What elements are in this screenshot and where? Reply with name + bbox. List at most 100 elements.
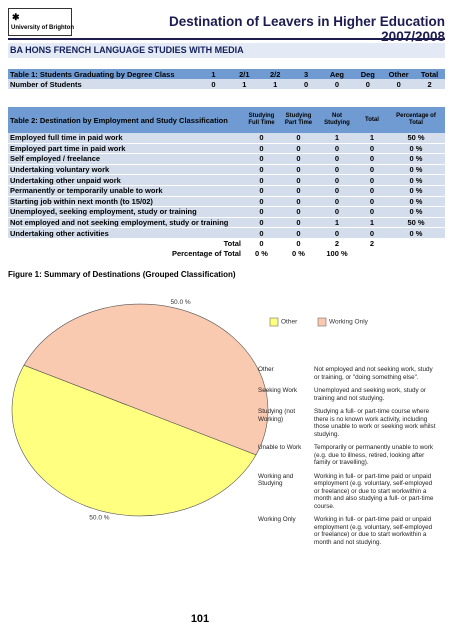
cell: Undertaking voluntary work — [8, 164, 243, 176]
cell: 0 — [280, 206, 317, 218]
legend-label: Other — [281, 319, 298, 326]
value-label: 50.0 % — [170, 299, 190, 306]
definition-text: Not employed and not seeking work, study… — [314, 366, 433, 381]
definition: Working Only Working in full- or part-tim… — [258, 516, 448, 546]
page-number: 101 — [190, 613, 210, 625]
definition-text: Temporarily or permanently unable to wor… — [314, 444, 433, 466]
logo-mark: ✱ — [12, 12, 20, 22]
header-cell: Table 2: Destination by Employment and S… — [8, 107, 243, 133]
cell: 0 — [280, 185, 317, 197]
definition: Studying (not Working) Studying a full- o… — [258, 408, 448, 438]
definition: Working and Studying Working in full- or … — [258, 473, 448, 511]
cell: 0 % — [387, 196, 445, 208]
total-row: Total 0 0 2 2 — [8, 238, 445, 248]
table-row: Employed full time in paid work 0 0 1 1 50 % — [8, 133, 445, 144]
table-row: Permanently or temporarily unable to wor… — [8, 185, 445, 197]
cell: 0 — [280, 143, 317, 155]
definition-term: Studying (not Working) — [258, 408, 296, 423]
empty-cell — [357, 249, 387, 259]
cell: 0 — [357, 196, 387, 208]
cell: 100 % — [326, 248, 348, 258]
cell: 0 % — [292, 248, 305, 258]
cell: 2 — [334, 239, 340, 249]
cell: 1 — [317, 217, 357, 229]
cell: 0 — [290, 79, 322, 89]
cell: 0 — [357, 185, 387, 197]
cell: 0 — [280, 227, 317, 239]
cell: 0 — [243, 185, 280, 197]
cell: 0 — [243, 196, 280, 208]
cell: 0 % — [387, 206, 445, 218]
definition: Other Not employed and not seeking work, … — [258, 366, 448, 381]
header-cell: Not Studying — [317, 107, 357, 133]
cell: 0 — [317, 227, 357, 239]
table-row: Undertaking voluntary work 0 0 0 0 0 % — [8, 164, 445, 176]
header-cell: Other — [383, 69, 415, 79]
cell: Not employed and not seeking employment,… — [8, 217, 243, 229]
header-cell: Percentage of Total — [387, 107, 445, 133]
cell: 0 — [280, 196, 317, 208]
table-row: Undertaking other unpaid work 0 0 0 0 0 % — [8, 174, 445, 186]
header-cell: Studying Full Time — [243, 107, 280, 133]
header-row: Table 1: Students Graduating by Degree C… — [8, 69, 445, 79]
header-cell: Table 1: Students Graduating by Degree C… — [8, 69, 198, 79]
cell: 0 — [317, 143, 357, 155]
logo: ✱ University of Brighton — [8, 8, 75, 36]
table-row: Number of Students 0 1 1 0 0 0 0 2 — [8, 79, 445, 89]
cell: 0 — [296, 239, 301, 249]
empty-cell — [387, 238, 445, 248]
cell: 50 % — [387, 217, 445, 229]
definition-term: Other — [258, 366, 274, 373]
logo-text: University of Brighton — [11, 25, 75, 31]
total-row: Percentage of Total 0 % 0 % 100 % — [8, 249, 445, 259]
cell: 0 — [243, 133, 280, 144]
course-name: BA HONS FRENCH LANGUAGE STUDIES WITH MED… — [8, 43, 445, 58]
pie-slice — [23, 303, 269, 456]
cell: 0 — [357, 206, 387, 218]
definition-text: Working in full- or part-time paid or un… — [314, 516, 433, 546]
cell: 0 — [243, 153, 280, 165]
header-row: Table 2: Destination by Employment and S… — [8, 107, 445, 133]
header-cell: 2/1 — [228, 69, 260, 79]
cell: 0 — [259, 239, 264, 249]
cell: Employed part time in paid work — [8, 143, 243, 155]
cell: 2 — [414, 79, 445, 89]
cell: 0 — [357, 164, 387, 176]
cell: 0 — [317, 185, 357, 197]
cell: 0 — [321, 79, 353, 89]
cell: 0 — [280, 133, 317, 144]
cell: Undertaking other activities — [8, 227, 243, 239]
page-title: Destination of Leavers in Higher Educati… — [168, 14, 445, 44]
header-cell: 2/2 — [259, 69, 291, 79]
definition: Seeking Work Unemployed and seeking work,… — [258, 387, 448, 402]
figure-title: Figure 1: Summary of Destinations (Group… — [8, 270, 236, 279]
cell: 0 % — [387, 185, 445, 197]
cell: 0 — [317, 164, 357, 176]
header-cell: Deg — [352, 69, 384, 79]
degree-table: Table 1: Students Graduating by Degree C… — [8, 69, 445, 89]
cell: 0 — [352, 79, 384, 89]
cell: 0 — [243, 227, 280, 239]
cell: Total — [223, 239, 241, 249]
cell: 50 % — [387, 133, 445, 144]
cell: 0 % — [387, 174, 445, 186]
definition-term: Working Only — [258, 516, 296, 523]
pie-chart: 50.0 % 50.0 % Other Working Only — [11, 299, 369, 521]
cell: 0 % — [255, 248, 268, 258]
cell: 1 — [228, 79, 260, 89]
value-label: 50.0 % — [89, 514, 109, 521]
cell: 0 — [317, 174, 357, 186]
pie-slice — [11, 364, 257, 517]
table-row: Employed part time in paid work 0 0 0 0 0 % — [8, 143, 445, 155]
cell: 0 % — [387, 143, 445, 155]
cell: 0 — [243, 143, 280, 155]
header-cell: Studying Part Time — [280, 107, 317, 133]
header-cell: Aeg — [321, 69, 353, 79]
cell: 0 % — [387, 153, 445, 165]
table-row: Undertaking other activities 0 0 0 0 0 % — [8, 227, 445, 239]
cell: Self employed / freelance — [8, 153, 243, 165]
legend-swatch — [317, 317, 327, 327]
header-cell: 1 — [198, 69, 229, 79]
cell: 0 — [357, 143, 387, 155]
legend-swatch — [269, 317, 279, 327]
